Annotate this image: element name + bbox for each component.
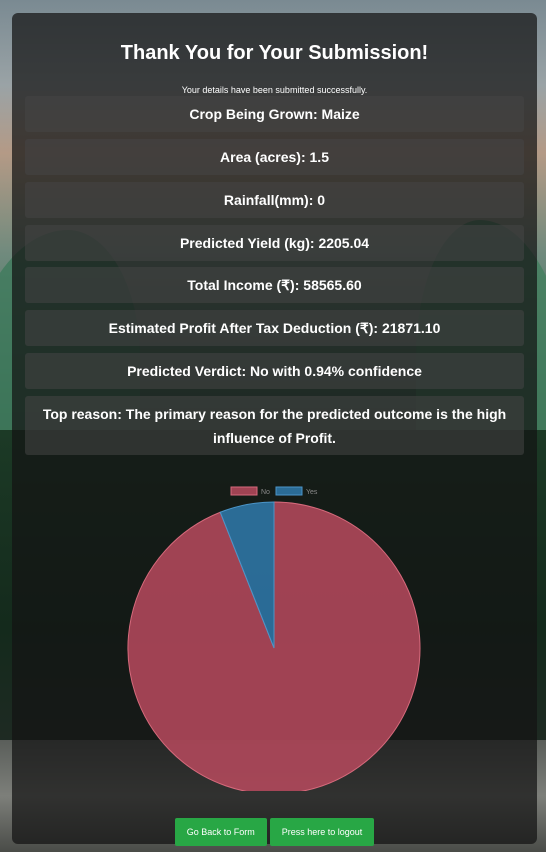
area-row: Area (acres): 1.5 [25,139,524,175]
legend-label-yes[interactable]: Yes [306,489,318,496]
profit-row: Estimated Profit After Tax Deduction (₹)… [25,310,524,346]
yield-label: Predicted Yield (kg): [179,235,315,251]
income-label: Total Income (₹): [187,276,300,293]
rainfall-row: Rainfall(mm): 0 [25,182,524,218]
rainfall-value: 0 [317,192,326,208]
legend-swatch-no[interactable] [230,486,258,496]
top-reason-row: Top reason: The primary reason for the p… [25,396,524,455]
top-reason-text: Top reason: The primary reason for the p… [39,402,510,450]
result-card: Thank You for Your Submission! Your deta… [12,13,537,846]
logout-button[interactable]: Press here to logout [269,818,375,846]
yield-value: 2205.04 [318,235,370,251]
income-row: Total Income (₹): 58565.60 [25,267,524,303]
crop-label: Crop Being Grown: [189,106,318,122]
legend-swatch-yes[interactable] [275,486,303,496]
legend-label-no[interactable]: No [261,489,270,496]
verdict-label: Predicted Verdict: [127,363,247,379]
verdict-pie-chart: No Yes [12,471,537,795]
verdict-row: Predicted Verdict: No with 0.94% confide… [25,353,524,389]
profit-value: 21871.10 [381,320,441,336]
success-message: Your details have been submitted success… [181,85,368,95]
rainfall-label: Rainfall(mm): [223,192,314,208]
crop-value: Maize [321,106,360,122]
top-reason-value: The primary reason for the predicted out… [125,405,507,446]
action-buttons: Go Back to Form Press here to logout [12,818,537,846]
area-value: 1.5 [309,149,329,165]
pie-slices [127,501,421,795]
pie-slice-yes[interactable] [219,501,275,649]
crop-row: Crop Being Grown: Maize [25,96,524,132]
verdict-value: No with 0.94% confidence [250,363,422,379]
top-reason-label: Top reason: [42,405,122,422]
area-label: Area (acres): [220,149,306,165]
chart-legend: No Yes [230,486,318,496]
profit-label: Estimated Profit After Tax Deduction (₹)… [108,319,379,336]
pie-chart-svg: No Yes [127,486,421,795]
income-value: 58565.60 [303,277,362,293]
page-title: Thank You for Your Submission! [120,42,429,64]
go-back-button[interactable]: Go Back to Form [174,818,267,846]
yield-row: Predicted Yield (kg): 2205.04 [25,225,524,261]
